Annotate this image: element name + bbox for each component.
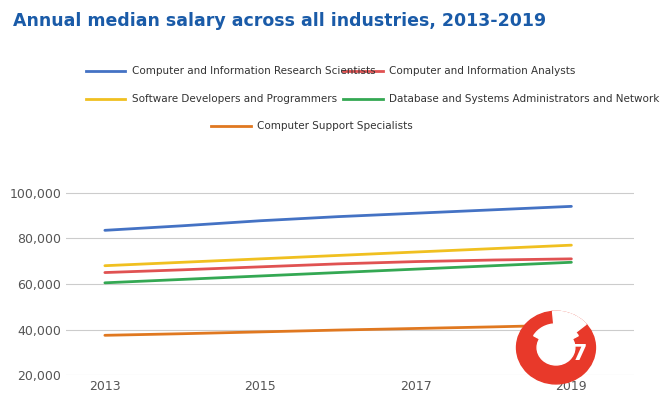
Text: Computer and Information Analysts: Computer and Information Analysts (389, 66, 576, 76)
Text: Software Developers and Programmers: Software Developers and Programmers (132, 94, 337, 104)
Text: Computer Support Specialists: Computer Support Specialists (257, 121, 413, 132)
Circle shape (517, 311, 595, 384)
Text: Computer and Information Research Scientists: Computer and Information Research Scient… (132, 66, 376, 76)
Text: Database and Systems Administrators and Network Architects: Database and Systems Administrators and … (389, 94, 660, 104)
Wedge shape (552, 311, 586, 348)
Text: Annual median salary across all industries, 2013-2019: Annual median salary across all industri… (13, 12, 546, 30)
Circle shape (537, 330, 575, 365)
Wedge shape (534, 324, 578, 348)
Text: 7: 7 (572, 344, 587, 364)
